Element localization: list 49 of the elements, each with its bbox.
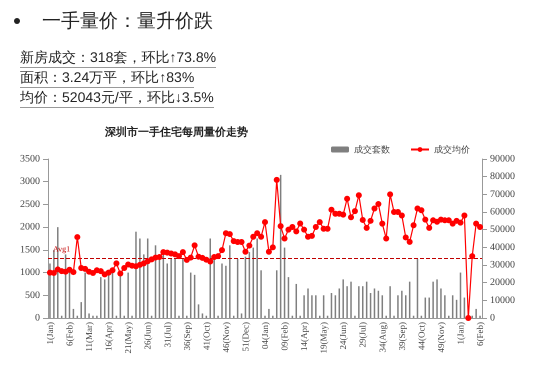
y2-tick-label: 90000 bbox=[490, 154, 515, 164]
y2-tick-label: 0 bbox=[490, 312, 495, 324]
y2-tick-label: 70000 bbox=[490, 188, 515, 200]
y2-tick-label: 50000 bbox=[490, 224, 515, 236]
x-tick-label: 51(Dec) bbox=[240, 322, 250, 352]
chart-title: 一手量价：量升价跌 bbox=[42, 10, 213, 34]
x-tick-label: 49(Nov) bbox=[436, 322, 446, 352]
x-tick-label: 11(Mar) bbox=[84, 322, 94, 352]
x-tick-label: 6(Feb) bbox=[475, 322, 486, 346]
x-tick-label: 6(Feb) bbox=[64, 322, 75, 346]
x-tick-label: 21(May) bbox=[123, 322, 134, 354]
x-tick-label: 26(Jun) bbox=[142, 322, 153, 350]
y-tick-label: 1000 bbox=[20, 267, 40, 278]
text: 面积：3.24万平，环比↑83% bbox=[20, 68, 194, 88]
x-tick-label: 14(Apr) bbox=[299, 322, 310, 351]
y-tick-label: 2500 bbox=[20, 198, 40, 210]
x-tick-label: 16(Apr) bbox=[104, 322, 114, 351]
x-tick-label: 19(May) bbox=[318, 322, 329, 354]
legend-label: 成交均价 bbox=[434, 144, 470, 154]
x-tick-label: 44(Oct) bbox=[416, 322, 426, 350]
y2-tick-label: 30000 bbox=[490, 260, 515, 270]
x-tick-label: 1(Jan) bbox=[455, 322, 466, 344]
text: 均价：52043元/平，环比↓3.5% bbox=[20, 88, 214, 108]
y2-tick-label: 40000 bbox=[490, 242, 515, 253]
x-tick-label: 46(Nov) bbox=[220, 322, 231, 352]
x-tick-label: 36(Sep) bbox=[182, 322, 192, 350]
y-tick-label: 500 bbox=[25, 290, 40, 301]
x-tick-label: 34(Aug) bbox=[377, 322, 388, 352]
x-tick-label: 39(Sep) bbox=[396, 322, 407, 350]
y2-tick-label: 20000 bbox=[490, 277, 515, 288]
y2-tick-label: 10000 bbox=[490, 294, 515, 306]
x-tick-label: 31(Jul) bbox=[162, 322, 172, 348]
x-tick-label: 1(Jan) bbox=[44, 322, 55, 344]
y2-tick-label: 80000 bbox=[490, 171, 515, 182]
x-tick-label: 29(Jul) bbox=[358, 322, 368, 348]
x-tick-label: 24(Jun) bbox=[338, 322, 348, 350]
x-tick-label: 41(Oct) bbox=[201, 322, 212, 350]
y-tick-label: 3000 bbox=[20, 176, 40, 188]
x-tick-label: 04(Jan) bbox=[260, 322, 270, 349]
y-tick-label: 0 bbox=[35, 312, 40, 324]
legend-label: 成交套数 bbox=[354, 144, 390, 154]
x-tick-label: 09(Feb) bbox=[280, 322, 290, 350]
ref-line-label: Avg1 bbox=[53, 244, 70, 254]
y-tick-label: 1500 bbox=[20, 244, 40, 256]
y-tick-label: 2000 bbox=[20, 222, 40, 233]
y2-tick-label: 60000 bbox=[490, 206, 515, 218]
chart-subtitle: 深圳市一手住宅每周量价走势 bbox=[104, 126, 248, 138]
y-tick-label: 3500 bbox=[20, 154, 40, 164]
text: 新房成交：318套，环比↑73.8% bbox=[20, 48, 216, 68]
